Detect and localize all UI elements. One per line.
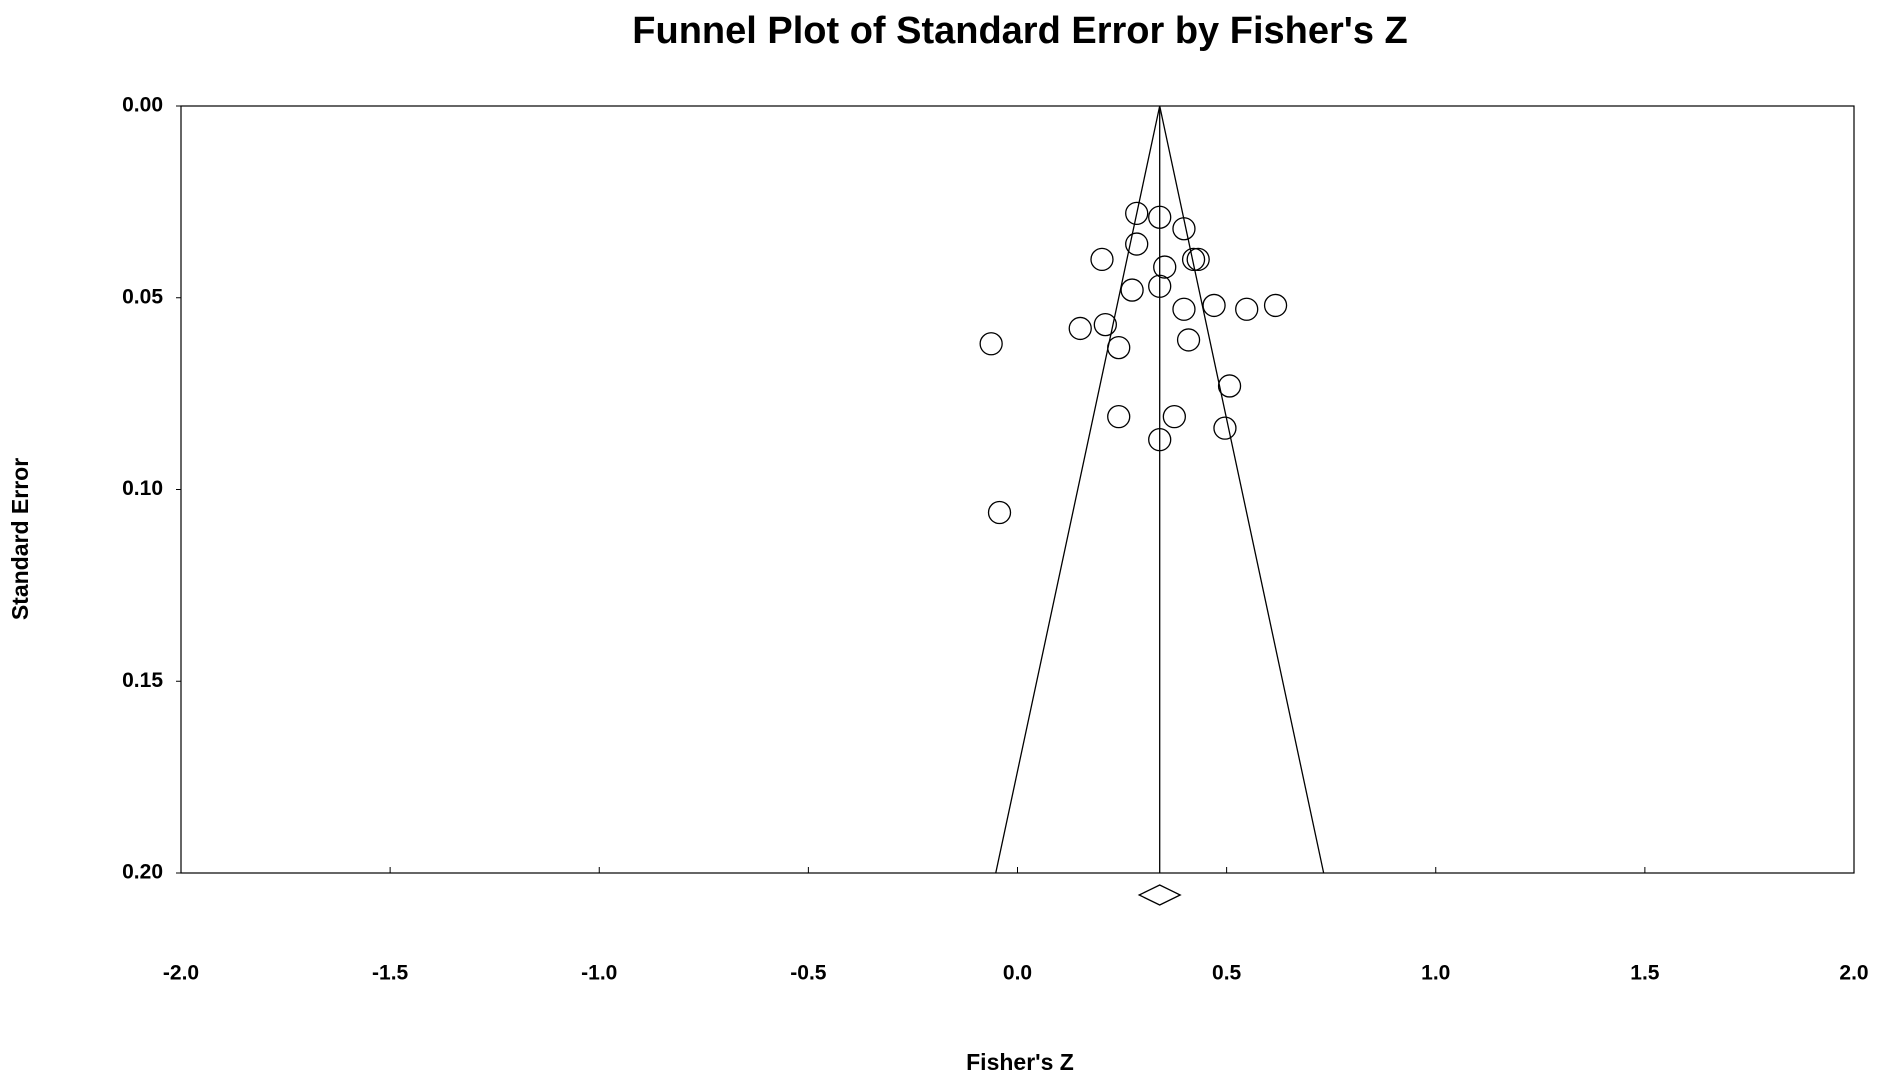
x-tick-label: 2.0 [1839,962,1868,985]
x-tick-label: 0.0 [1003,962,1032,985]
study-point [1202,293,1226,318]
summary-diamond [1137,884,1182,906]
study-point [987,500,1012,525]
study-point [1068,316,1092,341]
plot-frame [180,105,1855,874]
study-point [1181,247,1206,272]
y-tick-label: 0.05 [122,285,163,308]
study-point [1176,328,1201,352]
study-point [1148,274,1172,298]
study-point [1263,293,1288,318]
study-point [1107,335,1131,360]
study-point [1125,201,1149,226]
chart-title: Funnel Plot of Standard Error by Fisher'… [632,10,1407,52]
study-point [1172,217,1196,241]
x-tick-label: -1.0 [581,962,617,985]
study-point [1186,247,1210,272]
y-tick-label: 0.10 [122,477,163,500]
x-tick-label: 1.5 [1630,962,1660,985]
study-point [1093,312,1117,337]
study-point [979,332,1003,356]
y-tick-label: 0.00 [122,94,163,117]
x-tick-label: -1.5 [372,962,409,985]
x-tick-label: -2.0 [163,962,199,985]
y-tick-label: 0.15 [122,669,163,692]
x-tick-label: 0.5 [1212,962,1242,985]
study-point [1120,278,1144,302]
x-tick-label: 1.0 [1421,962,1450,985]
study-point [1162,404,1186,429]
x-tick-label: -0.5 [790,962,827,985]
x-axis-label: Fisher's Z [966,1049,1074,1075]
y-tick-label: 0.20 [122,861,163,884]
y-axis-label: Standard Error [7,458,33,620]
study-point [1148,205,1172,229]
study-point [1153,255,1177,279]
study-point [1213,416,1237,440]
study-point [1172,297,1196,321]
study-point [1090,247,1114,272]
study-point [1125,232,1149,256]
study-point [1107,404,1131,429]
study-point [1235,297,1259,321]
study-point [1217,374,1242,398]
study-point [1148,427,1172,452]
